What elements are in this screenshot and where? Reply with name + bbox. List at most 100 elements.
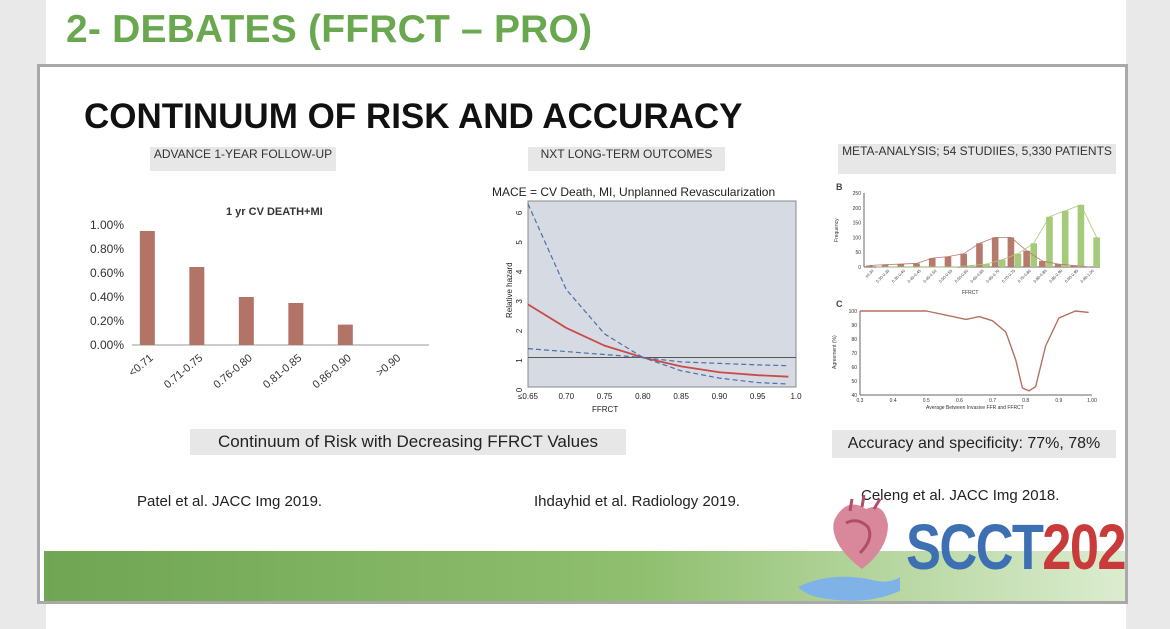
x-tick-label: 0.30-0.35 (875, 268, 891, 284)
y-tick-label: 0.00% (90, 338, 124, 352)
x-tick-label: 0.50-0.55 (938, 268, 954, 284)
x-axis-label: FFRCT (962, 290, 978, 296)
heart-hand-icon (798, 494, 900, 601)
trend-line (876, 204, 1098, 268)
x-tick-label: 0.80-0.85 (1032, 268, 1048, 284)
x-tick-label: 0.70 (558, 392, 574, 401)
x-tick-label: 0.75-0.80 (1016, 268, 1032, 284)
y-tick-label: 90 (851, 323, 857, 329)
y-tick-label: 0.80% (90, 242, 124, 256)
x-tick-label: 1.00 (1087, 398, 1097, 404)
logo-text-2022: 2022 (1042, 511, 1125, 583)
x-tick-label: 0.80 (635, 392, 651, 401)
y-tick-label: 0 (515, 387, 524, 392)
bar (139, 231, 155, 345)
x-tick-label: 1.0 (790, 392, 802, 401)
left-panel-header: ADVANCE 1-YEAR FOLLOW-UP (150, 147, 336, 171)
x-tick-label: 0.95-1.00 (1079, 268, 1095, 284)
middle-chart-title: MACE = CV Death, MI, Unplanned Revascula… (492, 185, 776, 199)
trend-line (869, 237, 1090, 268)
histogram-bar (1070, 265, 1078, 267)
x-tick-label: 0.95 (750, 392, 766, 401)
x-tick-label: 0.90 (712, 392, 728, 401)
histogram-bar (866, 265, 873, 267)
histogram-bar (897, 264, 905, 267)
y-tick-label: 70 (851, 351, 857, 357)
histogram-bar (1046, 216, 1053, 267)
y-tick-label: 3 (515, 299, 524, 304)
histogram-bar (1054, 264, 1062, 267)
x-tick-label: 0.71-0.75 (162, 352, 205, 391)
y-tick-label: 250 (853, 191, 862, 197)
histogram-bar (1093, 237, 1100, 267)
left-citation: Patel et al. JACC Img 2019. (137, 493, 323, 510)
y-tick-label: 0.60% (90, 266, 124, 280)
histogram-bar (983, 264, 990, 267)
y-axis-label: Frequency (834, 218, 840, 242)
y-tick-label: 40 (851, 393, 857, 399)
slide-frame: CONTINUUM OF RISK AND ACCURACY ADVANCE 1… (37, 64, 1128, 604)
logo-text-scct: SCCT (906, 511, 1044, 583)
bar (238, 297, 254, 345)
cv-death-mi-bar-chart: 0.00% 0.20% 0.40% 0.60% 0.80% 1.00% <0.71 0.71-… (90, 218, 429, 391)
x-tick-label: ≤0.30 (864, 268, 875, 279)
x-tick-label: 0.3 (857, 398, 864, 404)
histogram-bar (1077, 204, 1085, 267)
x-tick-label: 0.8 (1022, 398, 1029, 404)
right-caption: Accuracy and specificity: 77%, 78% (832, 430, 1116, 458)
histogram-bar (998, 259, 1006, 267)
deck-title: 2- DEBATES (FFRCT – PRO) (66, 8, 593, 51)
middle-panel-header: NXT LONG-TERM OUTCOMES (528, 147, 725, 171)
x-tick-label: ≤0.65 (518, 392, 539, 401)
x-tick-label: 0.85-0.90 (1048, 268, 1064, 284)
slide-title: CONTINUUM OF RISK AND ACCURACY (84, 97, 743, 136)
footer-green-bar (44, 551, 1125, 601)
left-caption: Continuum of Risk with Decreasing FFRCT … (190, 429, 626, 455)
histogram-bar (967, 265, 975, 267)
y-tick-label: 6 (515, 210, 524, 215)
histogram-bar (1014, 253, 1022, 267)
confidence-bound-line (527, 203, 789, 367)
histogram-bar (913, 263, 920, 267)
y-tick-label: 100 (849, 309, 858, 315)
histogram-bar (928, 258, 936, 267)
panel-b-label: B (836, 182, 843, 192)
x-tick-label: 0.90-0.95 (1064, 268, 1080, 284)
x-tick-label: 0.76-0.80 (211, 352, 254, 391)
y-tick-label: 5 (515, 240, 524, 245)
histogram-bar (991, 237, 999, 267)
panel-c-label: C (836, 299, 843, 309)
x-tick-label: 0.4 (890, 398, 897, 404)
x-axis-label: FFRCT (592, 405, 618, 414)
x-tick-label: <0.71 (127, 352, 156, 379)
y-axis-label: Relative hazard (505, 262, 514, 318)
x-tick-label: 0.55-0.60 (953, 268, 969, 284)
x-tick-label: 0.81-0.85 (261, 352, 304, 391)
agreement-line-chart: 40 50 60 70 80 90 100 0.3 0.4 0.5 0.6 0.7 0.8 0.9 1.00… (832, 309, 1097, 411)
y-tick-label: 1.00% (90, 218, 124, 232)
x-tick-label: 0.45-0.50 (922, 268, 938, 284)
x-tick-label: 0.60-0.65 (969, 268, 985, 284)
x-tick-label: 0.85 (673, 392, 689, 401)
x-tick-label: 0.9 (1055, 398, 1062, 404)
y-tick-label: 60 (851, 365, 857, 371)
histogram-bar (944, 256, 952, 267)
x-tick-label: 0.70-0.75 (1001, 268, 1017, 284)
histogram-bar (881, 264, 889, 267)
agreement-line (860, 310, 1089, 392)
scct-2022-logo: SCCT2022 (788, 487, 1125, 601)
histogram-bar (1023, 250, 1030, 267)
confidence-bound-line (527, 348, 789, 385)
hazard-estimate-line (527, 303, 789, 378)
histogram-bar (1007, 237, 1015, 267)
y-tick-label: 50 (851, 379, 857, 385)
histogram-bar (960, 253, 968, 267)
x-tick-label: 0.86-0.90 (310, 352, 353, 391)
y-tick-label: 50 (855, 250, 861, 256)
bar (288, 303, 304, 345)
x-tick-label: 0.65-0.70 (985, 268, 1001, 284)
bar (337, 324, 353, 345)
left-chart-title: 1 yr CV DEATH+MI (226, 206, 323, 218)
y-tick-label: 100 (853, 235, 862, 241)
